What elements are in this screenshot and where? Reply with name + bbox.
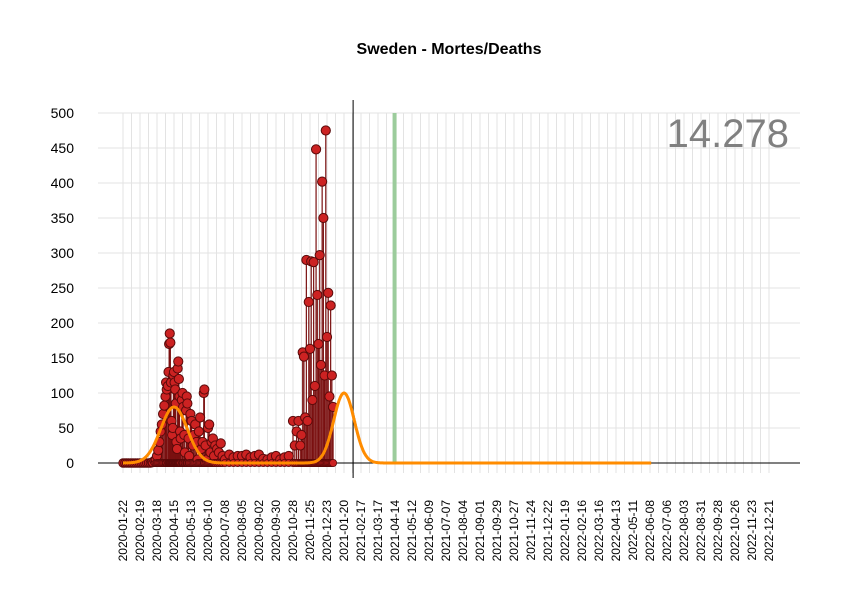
x-tick-label: 2020-09-30 (269, 500, 283, 562)
x-tick-label: 2022-08-31 (694, 500, 708, 562)
x-tick-label: 2022-04-13 (609, 500, 623, 562)
x-tick-label: 2020-05-13 (184, 500, 198, 562)
data-point (326, 370, 337, 381)
data-point (182, 398, 193, 409)
x-tick-label: 2021-09-01 (473, 500, 487, 562)
x-tick-label: 2022-02-16 (575, 500, 589, 562)
x-tick-label: 2020-04-15 (167, 500, 181, 562)
data-point (303, 296, 314, 308)
y-ticks: 0 50 100 150 200 250 300 350 400 450 500 (51, 105, 75, 471)
x-tick-label: 2020-09-02 (252, 500, 266, 562)
fitted-curve (122, 391, 653, 465)
y-tick-label: 400 (51, 175, 75, 191)
x-tick-label: 2021-11-24 (524, 500, 538, 561)
data-point (320, 125, 331, 136)
x-tick-label: 2022-10-26 (728, 500, 742, 562)
data-point (315, 359, 327, 371)
x-tick-label: 2021-12-22 (541, 500, 555, 562)
x-tick-label: 2021-10-27 (507, 500, 521, 562)
x-tick-label: 2021-09-29 (490, 500, 504, 562)
data-point (298, 351, 310, 362)
x-tick-label: 2020-03-18 (150, 500, 164, 562)
y-tick-label: 350 (51, 210, 75, 226)
data-point (314, 250, 325, 261)
x-tick-label: 2022-07-06 (660, 500, 674, 562)
x-tick-label: 2020-11-25 (303, 500, 317, 561)
data-point (310, 144, 322, 155)
y-tick-label: 450 (51, 140, 75, 156)
x-tick-label: 2021-05-12 (405, 500, 419, 562)
data-point (318, 212, 329, 224)
data-point (323, 287, 334, 298)
data-point (313, 338, 324, 350)
data-point (195, 412, 206, 423)
y-tick-label: 300 (51, 245, 75, 261)
x-tick-label: 2022-06-08 (643, 500, 657, 562)
total-deaths-label: 14.278 (667, 112, 789, 156)
data-point (159, 400, 170, 411)
data-point (165, 337, 176, 348)
data-point (312, 289, 323, 301)
x-tick-label: 2022-01-19 (558, 500, 572, 562)
data-point (296, 429, 307, 441)
x-tick-label: 2020-12-23 (320, 500, 334, 562)
x-tick-label: 2021-06-09 (422, 500, 436, 562)
data-point (325, 300, 336, 311)
y-tick-label: 0 (66, 455, 74, 471)
x-tick-label: 2022-03-16 (592, 500, 606, 562)
x-tick-label: 2020-06-10 (201, 500, 215, 562)
data-point (295, 440, 306, 451)
data-point (308, 257, 319, 268)
data-point (309, 380, 320, 392)
x-tick-label: 2021-08-04 (456, 500, 470, 562)
x-tick-label: 2021-01-20 (337, 500, 351, 562)
x-tick-label: 2020-02-19 (133, 500, 147, 562)
y-tick-label: 150 (51, 350, 75, 366)
data-point (304, 343, 316, 354)
x-tick-label: 2022-05-11 (626, 500, 640, 561)
x-tick-label: 2020-08-05 (235, 500, 249, 562)
x-ticks: 2020-01-22 2020-02-19 2020-03-18 2020-04-15… (116, 500, 776, 562)
data-point (173, 356, 184, 367)
y-tick-label: 250 (51, 280, 75, 296)
y-tick-label: 100 (51, 385, 75, 401)
fit-line (122, 391, 653, 465)
x-tick-label: 2022-08-03 (677, 500, 691, 562)
data-point (153, 445, 164, 456)
data-point (302, 415, 313, 427)
data-point (324, 391, 335, 402)
data-point (199, 384, 210, 395)
data-point (193, 426, 204, 437)
x-tick-label: 2020-07-08 (218, 500, 232, 562)
chart-title: Sweden - Mortes/Deaths (357, 41, 542, 58)
data-point (321, 331, 333, 343)
x-tick-label: 2021-04-14 (388, 500, 402, 562)
y-tick-label: 200 (51, 315, 75, 331)
data-point (204, 419, 215, 430)
x-tick-label: 2021-03-17 (371, 500, 385, 562)
y-tick-label: 50 (58, 420, 74, 436)
data-point (307, 394, 318, 406)
data-point-baseline (329, 458, 338, 467)
highlight-window (392, 113, 397, 463)
highlight-bar (392, 113, 397, 463)
data-point (215, 438, 226, 449)
data-point (317, 176, 328, 187)
x-tick-label: 2021-02-17 (354, 500, 368, 562)
data-point (164, 328, 175, 339)
x-tick-label: 2020-10-28 (286, 500, 300, 562)
x-tick-label: 2022-09-28 (711, 500, 725, 562)
x-tick-label: 2022-11-23 (745, 500, 759, 561)
data-point (173, 373, 184, 385)
data-points (118, 125, 339, 468)
x-tick-label: 2022-12-21 (762, 500, 776, 562)
x-tick-label: 2021-07-07 (439, 500, 453, 562)
y-tick-label: 500 (51, 105, 75, 121)
x-tick-label: 2020-01-22 (116, 500, 130, 562)
